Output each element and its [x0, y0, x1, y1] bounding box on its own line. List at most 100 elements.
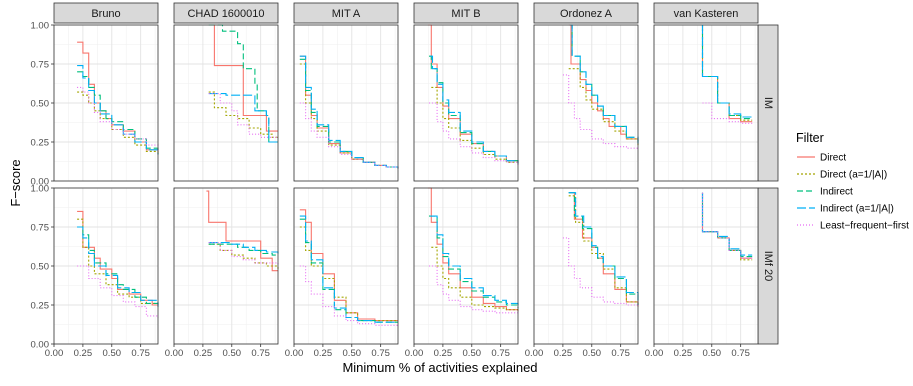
y-tick-label: 0.00 — [31, 339, 50, 350]
panel-series-r0-c1 — [208, 24, 278, 143]
x-tick-label: 0.75 — [371, 348, 390, 359]
x-tick-label: 0.75 — [491, 348, 510, 359]
series-line-least-frequent-first — [208, 93, 278, 138]
series-line-direct — [206, 190, 278, 272]
panel-border-r0-c4 — [533, 24, 639, 182]
panel-series-r1-c5 — [701, 192, 753, 261]
strip-col-4 — [533, 2, 639, 24]
series-line-direct — [299, 209, 398, 322]
y-tick-label: 0.75 — [31, 59, 50, 70]
y-axis-title: F−score — [8, 159, 23, 206]
series-line-direct-a-1-a- — [77, 218, 159, 307]
x-tick-label: 0.50 — [343, 348, 362, 359]
series-line-least-frequent-first — [429, 265, 518, 314]
x-tick-label: 0.50 — [223, 348, 242, 359]
x-tick-label: 0.75 — [611, 348, 630, 359]
strip-label-row-0: IM — [762, 97, 774, 109]
x-tick-label: 0.00 — [45, 348, 64, 359]
strip-label-col-1: CHAD 1600010 — [187, 8, 264, 20]
x-tick-label: 0.00 — [525, 348, 544, 359]
y-tick-label: 0.50 — [31, 261, 50, 272]
panel-border-r1-c4 — [533, 187, 639, 345]
panel-series-r1-c2 — [299, 209, 398, 326]
panel-series-r1-c1 — [206, 190, 279, 272]
strip-col-0 — [53, 2, 159, 24]
panels-layer: Bruno CHAD 1600010 MIT A MIT B Ordonez A van … — [31, 2, 779, 359]
strip-label-col-2: MIT A — [332, 8, 361, 20]
strip-label-col-5: van Kasteren — [674, 8, 739, 20]
series-line-direct-a-1-a- — [568, 195, 639, 307]
panel-series-r1-c3 — [427, 187, 519, 314]
series-line-least-frequent-first — [702, 102, 753, 124]
x-tick-label: 0.00 — [645, 348, 664, 359]
panel-border-r0-c5 — [653, 24, 759, 182]
y-tick-label: 1.00 — [31, 20, 50, 31]
strip-col-5 — [653, 2, 759, 24]
y-tick-label: 0.75 — [31, 222, 50, 233]
panel-border-r0-c2 — [293, 24, 399, 182]
x-tick-label: 0.50 — [463, 348, 482, 359]
series-line-direct-a-1-a- — [208, 91, 278, 138]
strip-label-row-1: IMf 20 — [762, 251, 774, 282]
strip-label-col-0: Bruno — [91, 8, 120, 20]
panel-border-r0-c1 — [173, 24, 279, 182]
strip-label-col-3: MIT B — [451, 8, 480, 20]
series-line-indirect-a-1-a- — [299, 55, 399, 169]
panel-border-r1-c1 — [173, 187, 279, 345]
panel-border-r1-c2 — [293, 187, 399, 345]
legend-label-3: Indirect (a=1/|A|) — [820, 204, 894, 215]
x-tick-label: 0.00 — [165, 348, 184, 359]
series-line-least-frequent-first — [77, 86, 159, 152]
panel-series-r1-c4 — [562, 192, 639, 307]
strip-col-1 — [173, 2, 279, 24]
panel-series-r0-c4 — [562, 24, 639, 150]
strip-col-2 — [293, 2, 399, 24]
x-tick-label: 0.25 — [74, 348, 93, 359]
panel-border-r1-c5 — [653, 187, 759, 345]
y-tick-label: 0.25 — [31, 300, 50, 311]
panel-series-r0-c3 — [427, 24, 519, 166]
x-tick-label: 0.25 — [674, 348, 693, 359]
x-axis-title: Minimum % of activities explained — [342, 360, 537, 375]
series-line-indirect-a-1-a- — [701, 192, 753, 256]
series-line-indirect-a-1-a- — [568, 192, 639, 305]
series-line-least-frequent-first — [299, 265, 398, 326]
y-tick-label: 0.00 — [31, 176, 50, 187]
y-tick-label: 0.25 — [31, 137, 50, 148]
series-line-least-frequent-first — [77, 265, 159, 318]
y-tick-label: 1.00 — [31, 183, 50, 194]
panel-series-r0-c0 — [77, 41, 159, 155]
series-line-least-frequent-first — [562, 74, 639, 150]
series-line-direct-a-1-a- — [208, 243, 279, 270]
panel-border-r0-c3 — [413, 24, 519, 182]
panel-series-r1-c0 — [77, 210, 159, 318]
panel-series-r0-c5 — [701, 25, 753, 124]
x-tick-label: 0.75 — [131, 348, 150, 359]
x-tick-label: 0.75 — [251, 348, 270, 359]
strip-col-3 — [413, 2, 519, 24]
legend-label-1: Direct (a=1/|A|) — [820, 170, 887, 181]
y-tick-label: 0.50 — [31, 98, 50, 109]
series-line-least-frequent-first — [429, 102, 519, 166]
x-tick-label: 0.75 — [731, 348, 750, 359]
legend-label-4: Least−frequent−first — [820, 221, 909, 232]
series-line-indirect-a-1-a- — [77, 226, 159, 307]
legend-title: Filter — [796, 131, 824, 145]
series-line-indirect-a-1-a- — [208, 93, 278, 143]
series-line-indirect-a-1-a- — [569, 24, 639, 144]
x-tick-label: 0.25 — [194, 348, 213, 359]
series-line-indirect-a-1-a- — [430, 55, 519, 164]
series-line-indirect-a-1-a- — [430, 215, 519, 307]
series-line-least-frequent-first — [208, 242, 279, 266]
legend-label-0: Direct — [820, 153, 846, 164]
series-line-direct-a-1-a- — [431, 246, 518, 311]
series-line-indirect-a-1-a- — [701, 25, 753, 118]
panel-border-r1-c3 — [413, 187, 519, 345]
series-line-least-frequent-first — [562, 237, 639, 307]
strip-label-col-4: Ordonez A — [560, 8, 613, 20]
series-line-indirect-a-1-a- — [299, 215, 398, 323]
x-tick-label: 0.25 — [554, 348, 573, 359]
x-tick-label: 0.25 — [314, 348, 333, 359]
panel-series-r0-c2 — [299, 55, 399, 169]
